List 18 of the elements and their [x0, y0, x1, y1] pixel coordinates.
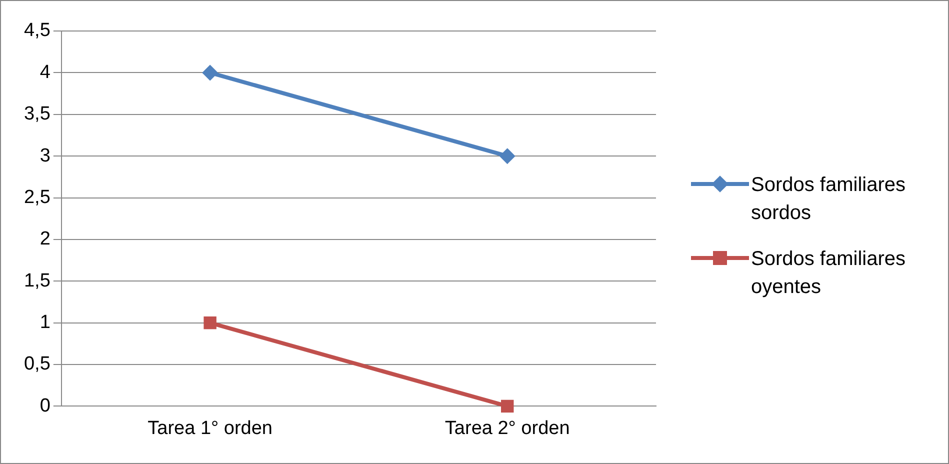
point [499, 148, 516, 164]
y-tick-label: 4 [40, 62, 51, 83]
y-tick-label: 3,5 [24, 104, 50, 125]
point [204, 316, 216, 330]
y-tick-label: 0 [40, 395, 50, 416]
y-tick-label: 1 [40, 312, 50, 334]
y-tick-label: 2 [40, 228, 50, 250]
y-tick-label: 0,5 [24, 354, 50, 375]
legend-label: Sordos familiares sordos [751, 173, 907, 226]
y-tick-label: 1,5 [24, 270, 50, 292]
point [202, 64, 218, 81]
y-tick-label: 4,5 [24, 20, 50, 42]
legend-label: Sordos familiares oyentes [751, 247, 907, 300]
y-tick-label: 2,5 [24, 186, 50, 208]
y-tick-label: 3 [40, 145, 50, 166]
x-tick-label: Tarea 1° orden [148, 418, 272, 439]
point [500, 400, 514, 413]
x-tick-label: Tarea 2° orden [444, 418, 570, 439]
